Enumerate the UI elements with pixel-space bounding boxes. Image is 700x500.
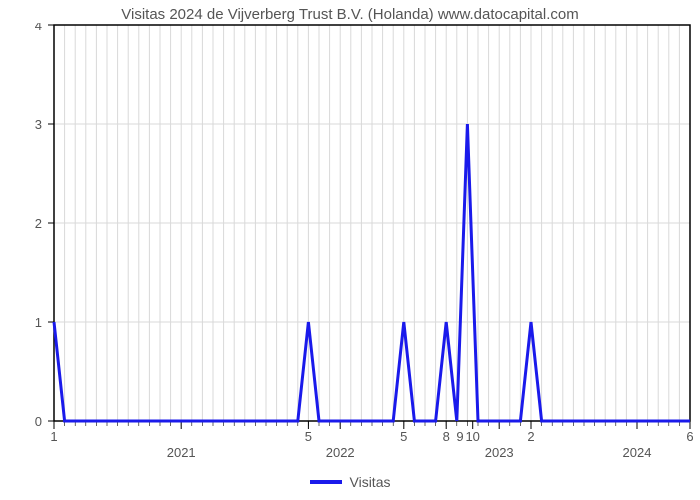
legend-label: Visitas <box>350 474 391 490</box>
legend: Visitas <box>310 468 391 500</box>
svg-text:9: 9 <box>456 429 463 444</box>
svg-text:4: 4 <box>35 23 42 33</box>
svg-text:5: 5 <box>400 429 407 444</box>
legend-swatch <box>310 480 342 484</box>
chart-title: Visitas 2024 de Vijverberg Trust B.V. (H… <box>121 6 578 23</box>
svg-text:1: 1 <box>50 429 57 444</box>
svg-text:2022: 2022 <box>326 445 355 460</box>
svg-text:6: 6 <box>686 429 693 444</box>
svg-text:2021: 2021 <box>167 445 196 460</box>
svg-text:10: 10 <box>465 429 479 444</box>
chart-area: 012341558910262021202220232024 <box>0 23 700 468</box>
svg-text:2023: 2023 <box>485 445 514 460</box>
svg-text:2024: 2024 <box>623 445 652 460</box>
line-chart-svg: 012341558910262021202220232024 <box>0 23 700 463</box>
svg-text:2: 2 <box>35 216 42 231</box>
svg-text:2: 2 <box>527 429 534 444</box>
svg-text:0: 0 <box>35 414 42 429</box>
svg-text:3: 3 <box>35 117 42 132</box>
svg-text:1: 1 <box>35 315 42 330</box>
svg-text:5: 5 <box>305 429 312 444</box>
svg-text:8: 8 <box>443 429 450 444</box>
